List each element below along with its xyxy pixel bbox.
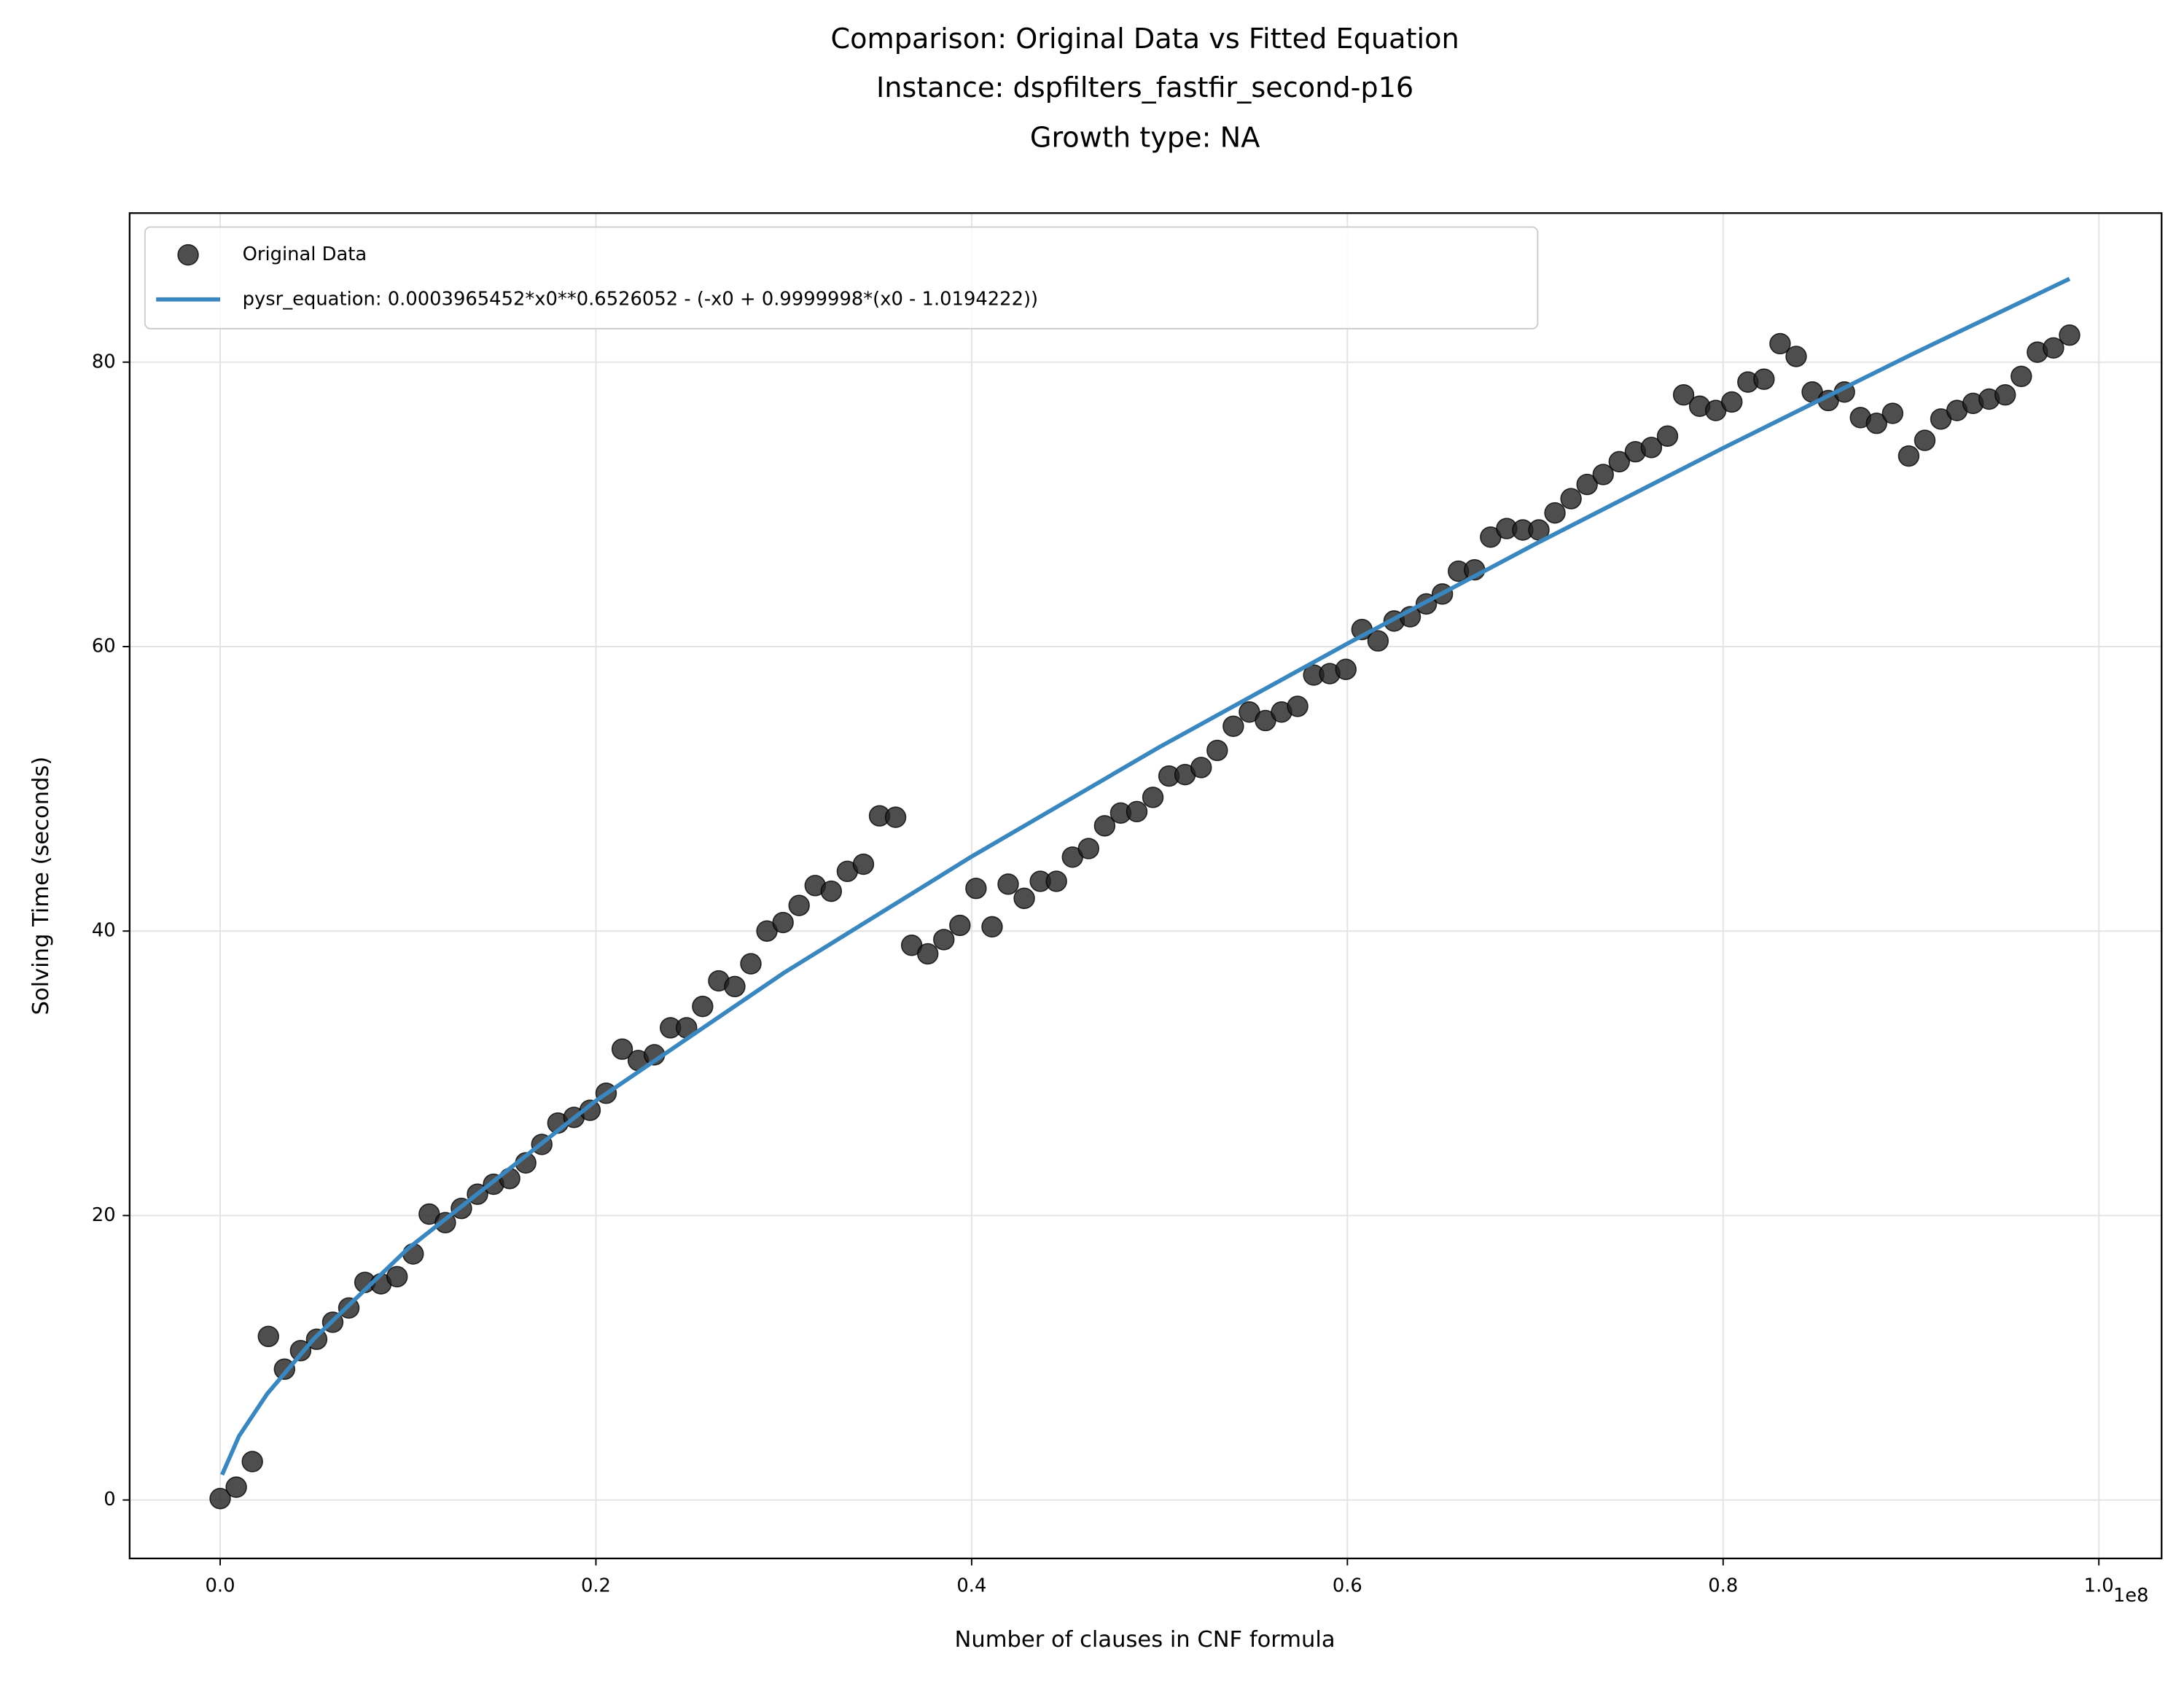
data-point xyxy=(1560,488,1582,510)
y-tick-label: 40 xyxy=(92,920,116,942)
legend-label: Original Data xyxy=(243,243,367,265)
chart-title: Growth type: NA xyxy=(1030,122,1260,155)
data-point xyxy=(933,929,955,951)
data-point xyxy=(981,916,1003,938)
legend-marker xyxy=(177,243,199,266)
data-point xyxy=(1881,402,1904,424)
data-point xyxy=(2059,324,2080,346)
data-point xyxy=(820,880,843,902)
x-tick-label: 0.6 xyxy=(1333,1575,1362,1597)
y-axis-label: Solving Time (seconds) xyxy=(28,757,54,1015)
data-point xyxy=(273,1358,296,1380)
data-point xyxy=(2043,337,2064,359)
x-tick-label: 0.4 xyxy=(956,1575,986,1597)
x-offset-label: 1e8 xyxy=(2113,1585,2149,1607)
data-point xyxy=(1592,464,1614,485)
data-point xyxy=(1672,383,1695,406)
fit-line xyxy=(219,276,2071,1476)
data-point xyxy=(788,894,810,916)
data-point xyxy=(884,806,907,828)
data-point xyxy=(1769,332,1791,355)
data-point xyxy=(1126,800,1148,823)
data-point xyxy=(1013,887,1035,910)
data-point xyxy=(209,1488,231,1510)
y-tick-label: 60 xyxy=(92,636,116,658)
data-point xyxy=(997,873,1019,895)
y-tick-label: 80 xyxy=(92,351,116,373)
data-point xyxy=(2011,365,2032,388)
data-point xyxy=(1287,695,1309,717)
data-point xyxy=(1640,437,1663,459)
x-tick-label: 0.0 xyxy=(206,1575,235,1597)
data-point xyxy=(499,1168,520,1190)
chart-title: Instance: dspfilters_fastfir_second-p16 xyxy=(876,72,1413,104)
data-point xyxy=(241,1451,263,1473)
data-point xyxy=(1077,838,1100,859)
data-point xyxy=(386,1265,408,1288)
data-point xyxy=(1608,451,1631,473)
data-point xyxy=(1206,739,1228,762)
data-point xyxy=(1367,630,1389,652)
data-point xyxy=(772,911,794,934)
legend-box xyxy=(144,226,1539,329)
data-point xyxy=(225,1476,247,1498)
x-axis-label: Number of clauses in CNF formula xyxy=(955,1627,1335,1653)
data-point xyxy=(1222,715,1244,737)
data-point xyxy=(1576,473,1598,496)
data-point xyxy=(916,943,939,965)
data-point xyxy=(1865,412,1887,434)
data-point xyxy=(965,877,987,900)
x-tick-label: 0.2 xyxy=(581,1575,611,1597)
data-point xyxy=(740,953,762,975)
data-point xyxy=(852,853,875,875)
y-tick-label: 0 xyxy=(104,1489,115,1510)
data-point xyxy=(579,1099,601,1121)
data-point xyxy=(1045,870,1067,892)
legend-label: pysr_equation: 0.0003965452*x0**0.652605… xyxy=(243,288,1039,310)
data-point xyxy=(1093,815,1116,837)
data-point xyxy=(1721,391,1743,413)
data-point xyxy=(1544,502,1566,524)
data-point xyxy=(692,995,714,1018)
data-point xyxy=(1656,425,1679,447)
y-tick-label: 20 xyxy=(92,1204,116,1226)
plot-frame xyxy=(128,212,2163,1560)
data-point xyxy=(1914,429,1936,451)
data-point xyxy=(1898,445,1920,467)
data-point xyxy=(1785,346,1807,367)
scatter-series xyxy=(209,324,2080,1510)
data-point xyxy=(1190,757,1212,779)
data-point xyxy=(949,914,971,937)
data-point xyxy=(257,1325,279,1348)
x-tick-label: 1.0 xyxy=(2084,1575,2114,1597)
data-point xyxy=(1994,383,2016,406)
data-point xyxy=(1142,787,1164,808)
data-point xyxy=(611,1038,633,1060)
x-tick-label: 0.8 xyxy=(1708,1575,1738,1597)
data-point xyxy=(724,975,746,998)
data-point xyxy=(1753,368,1775,390)
chart-title: Comparison: Original Data vs Fitted Equa… xyxy=(830,23,1459,55)
data-point xyxy=(1335,658,1357,680)
